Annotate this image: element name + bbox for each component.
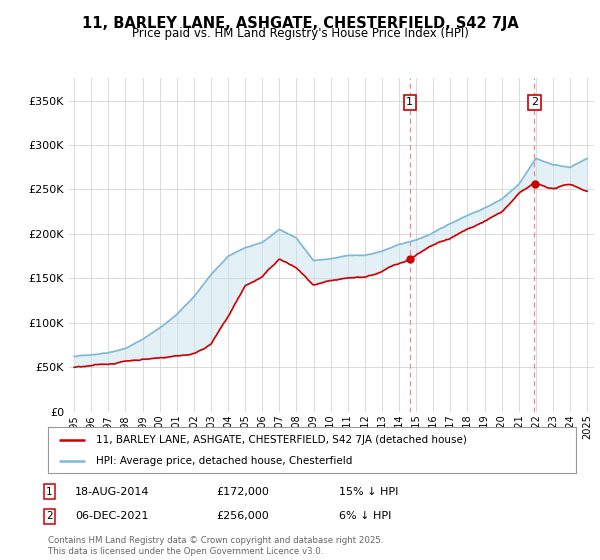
- Text: 18-AUG-2014: 18-AUG-2014: [75, 487, 149, 497]
- Text: 06-DEC-2021: 06-DEC-2021: [75, 511, 149, 521]
- Text: Price paid vs. HM Land Registry's House Price Index (HPI): Price paid vs. HM Land Registry's House …: [131, 27, 469, 40]
- Text: HPI: Average price, detached house, Chesterfield: HPI: Average price, detached house, Ches…: [95, 456, 352, 466]
- Text: 6% ↓ HPI: 6% ↓ HPI: [339, 511, 391, 521]
- Text: £172,000: £172,000: [216, 487, 269, 497]
- Text: 1: 1: [46, 487, 53, 497]
- Text: 15% ↓ HPI: 15% ↓ HPI: [339, 487, 398, 497]
- Text: Contains HM Land Registry data © Crown copyright and database right 2025.
This d: Contains HM Land Registry data © Crown c…: [48, 536, 383, 556]
- Text: 11, BARLEY LANE, ASHGATE, CHESTERFIELD, S42 7JA: 11, BARLEY LANE, ASHGATE, CHESTERFIELD, …: [82, 16, 518, 31]
- Text: 1: 1: [406, 97, 413, 108]
- Text: 11, BARLEY LANE, ASHGATE, CHESTERFIELD, S42 7JA (detached house): 11, BARLEY LANE, ASHGATE, CHESTERFIELD, …: [95, 435, 466, 445]
- Text: £256,000: £256,000: [216, 511, 269, 521]
- Text: 2: 2: [531, 97, 538, 108]
- Text: 2: 2: [46, 511, 53, 521]
